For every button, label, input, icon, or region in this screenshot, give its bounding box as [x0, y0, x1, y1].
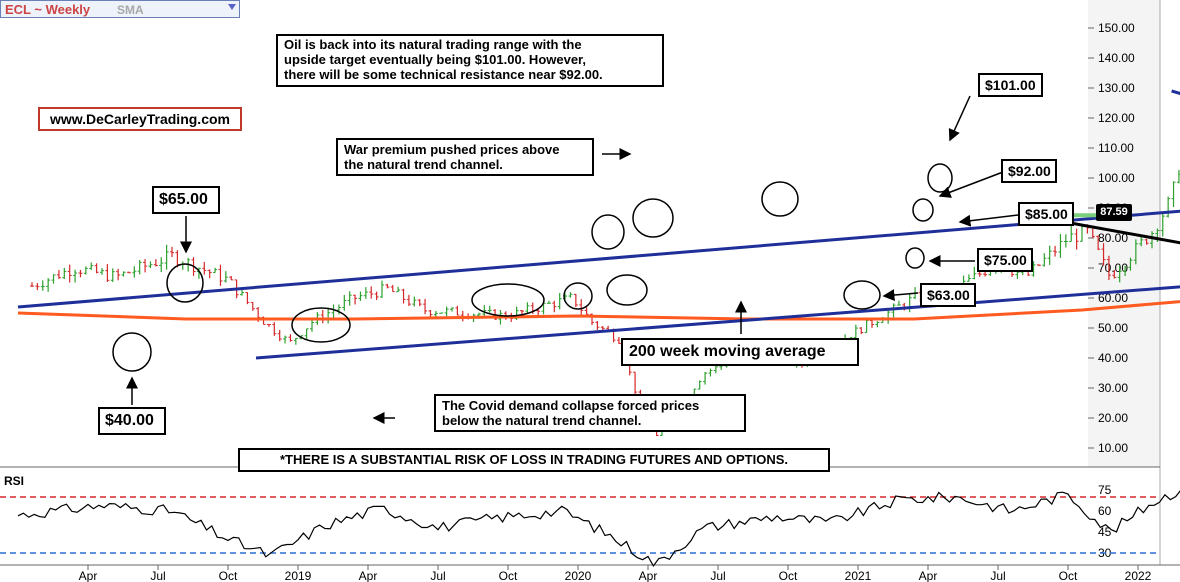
- label-85: $85.00: [1018, 202, 1074, 226]
- highlight-circle: [905, 247, 925, 269]
- rsi-line: [17, 490, 1180, 568]
- rsi-tick-label: 60: [1098, 504, 1112, 518]
- time-tick-label: Jul: [430, 569, 445, 582]
- trend-line-upper_channel: [17, 209, 1180, 309]
- ma200-line: [17, 300, 1180, 321]
- highlight-circle: [471, 283, 545, 317]
- annotation-covid: The Covid demand collapse forced prices …: [434, 394, 746, 432]
- time-tick-label: Oct: [779, 569, 798, 582]
- price-tick-label: 30.00: [1098, 381, 1128, 395]
- label-92: $92.00: [1001, 159, 1057, 183]
- price-tick-label: 20.00: [1098, 411, 1128, 425]
- price-tick-label: 130.00: [1098, 81, 1135, 95]
- time-tick-label: Apr: [919, 569, 938, 582]
- annotation-war-premium: War premium pushed prices above the natu…: [336, 138, 594, 176]
- trend-line-decline: [1036, 215, 1180, 245]
- time-tick-label: Apr: [79, 569, 98, 582]
- price-tick-label: 10.00: [1098, 441, 1128, 455]
- time-tick-label: Oct: [1059, 569, 1078, 582]
- annotation-oil-back: Oil is back into its natural trading ran…: [276, 34, 664, 87]
- highlight-circle: [606, 274, 648, 306]
- price-tick-label: 140.00: [1098, 51, 1135, 65]
- label-75: $75.00: [977, 248, 1033, 272]
- highlight-circle: [927, 163, 953, 193]
- indicator-label: SMA: [117, 3, 144, 17]
- rsi-tick-label: 45: [1098, 525, 1112, 539]
- highlight-circle: [591, 214, 625, 250]
- highlight-circle: [563, 282, 593, 310]
- label-63: $63.00: [920, 283, 976, 307]
- time-tick-label: Oct: [499, 569, 518, 582]
- annotation-arrow: [958, 214, 1019, 227]
- highlight-circle: [291, 307, 351, 343]
- highlight-circle: [761, 181, 799, 217]
- annotation-ma200: 200 week moving average: [621, 338, 859, 366]
- symbol-header[interactable]: ECL ~ Weekly SMA: [0, 0, 240, 18]
- annotation-arrow: [938, 171, 1004, 198]
- time-tick-label: Apr: [639, 569, 658, 582]
- annotation-arrow: [948, 95, 971, 142]
- highlight-circle: [632, 198, 674, 238]
- price-tick-label: 70.00: [1098, 261, 1128, 275]
- symbol-label: ECL ~ Weekly: [5, 2, 91, 17]
- time-tick-label: Apr: [359, 569, 378, 582]
- time-tick-label: Jul: [710, 569, 725, 582]
- trend-line-war_top: [1171, 89, 1180, 95]
- highlight-circle: [843, 280, 881, 310]
- price-tick-label: 150.00: [1098, 21, 1135, 35]
- price-tick-label: 120.00: [1098, 111, 1135, 125]
- time-tick-label: 2020: [565, 569, 592, 582]
- rsi-tick-label: 75: [1098, 483, 1112, 497]
- price-tick-label: 40.00: [1098, 351, 1128, 365]
- last-price-badge: 87.59: [1096, 204, 1132, 221]
- time-tick-label: Jul: [990, 569, 1005, 582]
- price-tick-label: 80.00: [1098, 231, 1128, 245]
- time-tick-label: Jul: [150, 569, 165, 582]
- label-65: $65.00: [152, 186, 220, 214]
- highlight-circle: [166, 263, 204, 303]
- label-101: $101.00: [978, 73, 1043, 97]
- time-tick-label: Oct: [219, 569, 238, 582]
- risk-disclaimer: *THERE IS A SUBSTANTIAL RISK OF LOSS IN …: [238, 448, 830, 472]
- price-tick-label: 50.00: [1098, 321, 1128, 335]
- website-label: www.DeCarleyTrading.com: [38, 107, 242, 131]
- price-tick-label: 60.00: [1098, 291, 1128, 305]
- price-tick-label: 100.00: [1098, 171, 1135, 185]
- label-40: $40.00: [98, 407, 166, 435]
- time-tick-label: 2019: [285, 569, 312, 582]
- highlight-circle: [912, 198, 934, 222]
- price-tick-label: 110.00: [1098, 141, 1134, 155]
- rsi-label: RSI: [4, 474, 25, 488]
- time-tick-label: 2022: [1125, 569, 1152, 582]
- chevron-down-icon[interactable]: [228, 4, 236, 10]
- highlight-circle: [112, 332, 152, 372]
- annotation-arrow: [882, 289, 919, 302]
- time-tick-label: 2021: [845, 569, 872, 582]
